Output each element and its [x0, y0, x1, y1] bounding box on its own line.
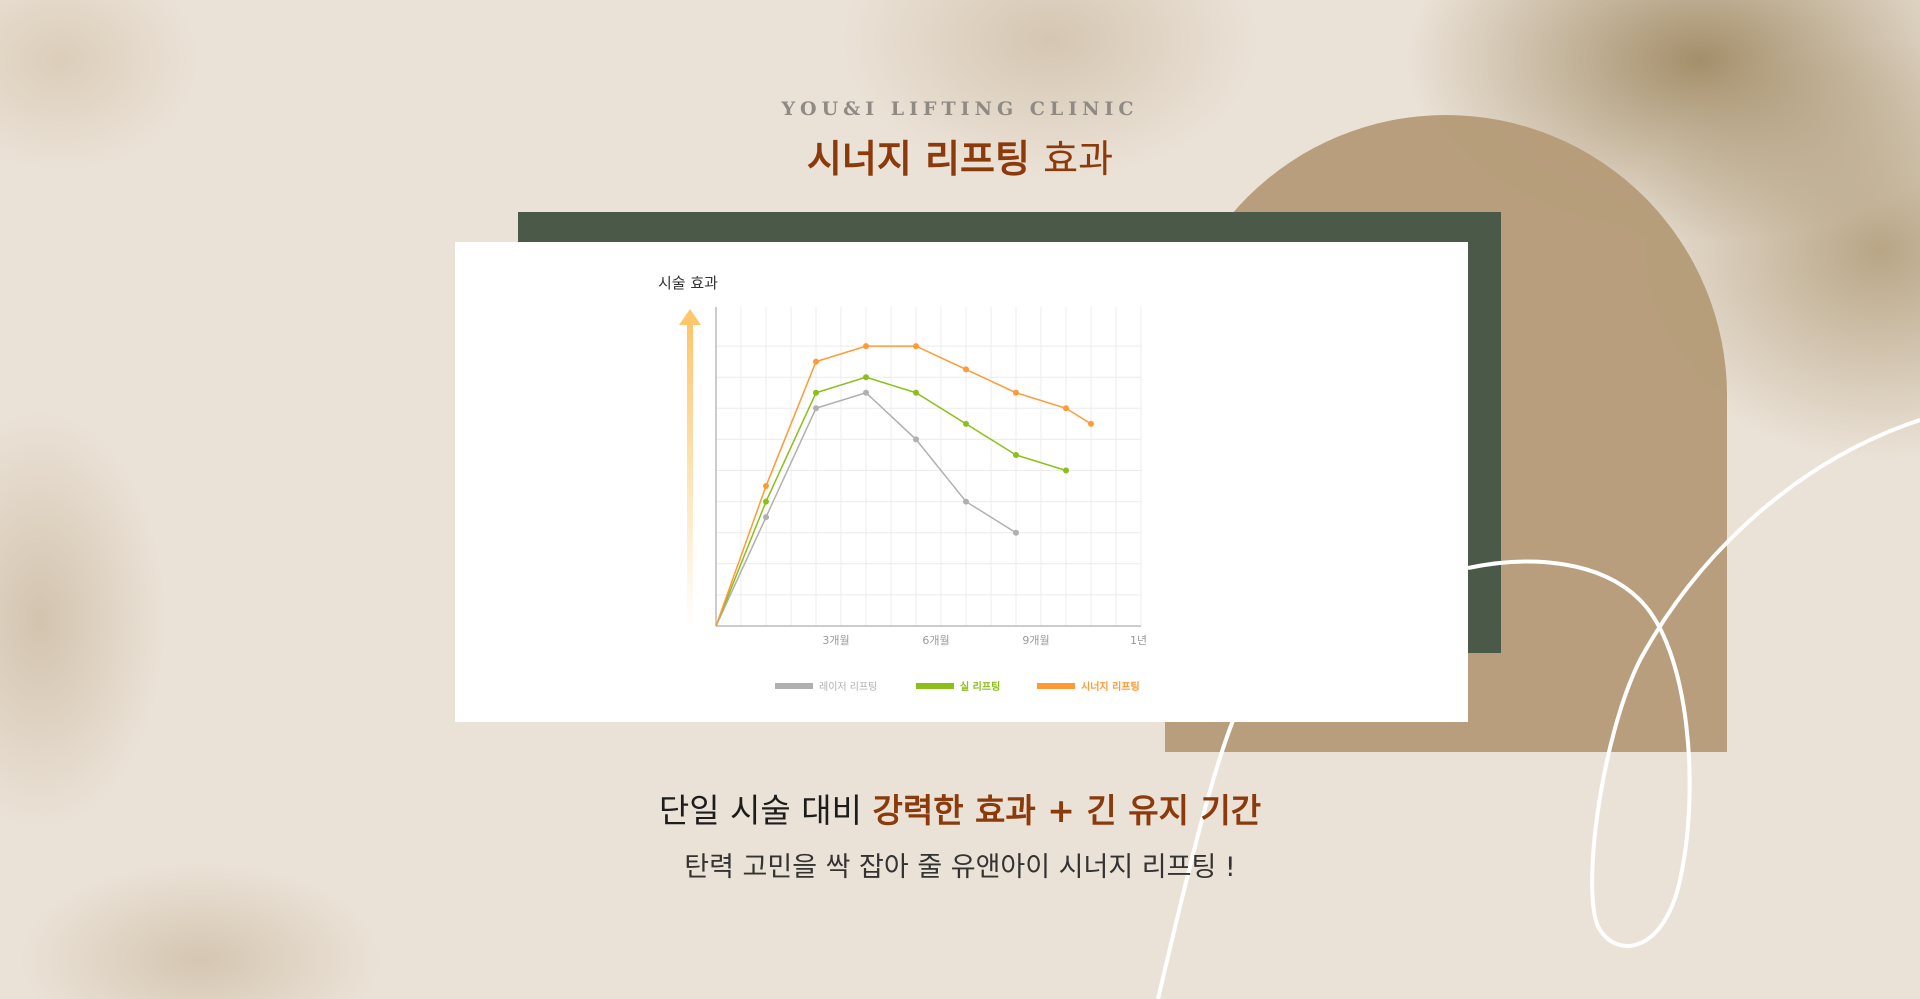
headline-bold: 강력한 효과 + 긴 유지 기간 [872, 791, 1262, 830]
legend-swatch [1037, 683, 1075, 689]
data-point [1063, 467, 1069, 474]
data-point [813, 358, 819, 365]
data-point [1063, 405, 1069, 412]
headline-plain: 단일 시술 대비 [658, 791, 862, 830]
title-bold: 시너지 리프팅 [806, 137, 1030, 181]
x-tick-label: 6개월 [922, 634, 949, 647]
data-point [1088, 420, 1094, 427]
data-point [813, 389, 819, 396]
legend-label: 레이저 리프팅 [819, 681, 877, 693]
data-point [1013, 529, 1019, 536]
data-point [763, 498, 769, 505]
y-axis-label: 시술 효과 [658, 274, 718, 292]
chart-card [455, 242, 1468, 722]
data-point [1013, 451, 1019, 458]
page-title: 시너지 리프팅 효과 [0, 128, 1920, 183]
data-point [813, 405, 819, 412]
arrow-up-icon [679, 309, 701, 325]
data-point [763, 514, 769, 521]
data-point [763, 483, 769, 490]
data-point [913, 436, 919, 443]
summary-subline: 탄력 고민을 싹 잡아 줄 유앤아이 시너지 리프팅 ! [684, 852, 1236, 883]
data-point [963, 498, 969, 505]
legend-swatch [916, 683, 954, 689]
data-point [863, 343, 869, 350]
x-tick-label: 9개월 [1022, 634, 1049, 647]
y-arrow-shaft [687, 322, 693, 627]
x-tick-label: 3개월 [822, 634, 849, 647]
data-point [863, 389, 869, 396]
data-point [913, 389, 919, 396]
title-light: 효과 [1043, 137, 1114, 181]
data-point [913, 343, 919, 350]
series-line-1 [715, 376, 1067, 627]
data-point [1013, 389, 1019, 396]
data-point [863, 374, 869, 381]
data-point [963, 420, 969, 427]
x-tick-label: 1년 [1130, 634, 1147, 647]
decorative-curve [1156, 670, 1262, 999]
summary-headline: 단일 시술 대비 강력한 효과 + 긴 유지 기간 [0, 784, 1920, 832]
legend-swatch [775, 683, 813, 689]
decorative-loop [1467, 418, 1920, 948]
legend-label: 시너지 리프팅 [1081, 680, 1140, 693]
data-point [963, 366, 969, 373]
clinic-eyebrow: YOU&I LIFTING CLINIC [781, 98, 1139, 120]
legend-label: 실 리프팅 [960, 680, 1000, 693]
